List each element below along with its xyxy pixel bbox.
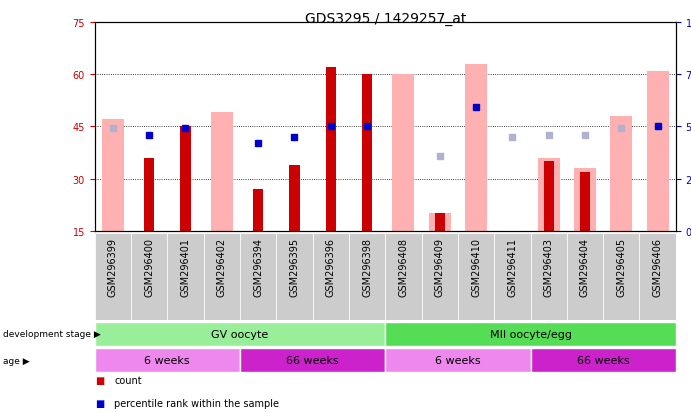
Bar <box>544 162 553 231</box>
Bar <box>95 233 131 320</box>
Bar <box>580 172 590 231</box>
Text: GSM296399: GSM296399 <box>108 238 118 297</box>
Bar <box>603 233 639 320</box>
Text: ■: ■ <box>95 375 104 385</box>
Bar <box>610 116 632 231</box>
Bar <box>386 233 422 320</box>
Bar <box>567 233 603 320</box>
Bar <box>422 233 458 320</box>
Text: GSM296398: GSM296398 <box>362 238 372 297</box>
Bar <box>639 233 676 320</box>
Text: development stage ▶: development stage ▶ <box>3 330 101 339</box>
Text: GSM296394: GSM296394 <box>253 238 263 297</box>
Bar <box>647 71 668 231</box>
Bar <box>180 127 191 231</box>
Bar <box>531 233 567 320</box>
Text: GSM296401: GSM296401 <box>180 238 191 297</box>
Bar <box>435 214 445 231</box>
Text: GSM296402: GSM296402 <box>217 238 227 297</box>
Bar <box>385 348 531 372</box>
Bar <box>95 322 385 346</box>
Bar <box>465 64 487 231</box>
Bar <box>429 214 451 231</box>
Bar <box>494 233 531 320</box>
Bar <box>131 233 167 320</box>
Bar <box>253 190 263 231</box>
Text: GSM296395: GSM296395 <box>290 238 299 297</box>
Bar <box>531 348 676 372</box>
Text: 66 weeks: 66 weeks <box>286 355 339 365</box>
Bar <box>144 158 154 231</box>
Text: GSM296403: GSM296403 <box>544 238 553 297</box>
Bar <box>325 68 336 231</box>
Bar <box>385 322 676 346</box>
Text: 66 weeks: 66 weeks <box>577 355 630 365</box>
Text: 6 weeks: 6 weeks <box>144 355 190 365</box>
Text: 6 weeks: 6 weeks <box>435 355 481 365</box>
Text: ■: ■ <box>95 398 104 408</box>
Text: GSM296409: GSM296409 <box>435 238 445 297</box>
Bar <box>240 348 385 372</box>
Bar <box>211 113 233 231</box>
Text: MII oocyte/egg: MII oocyte/egg <box>489 329 571 339</box>
Text: GSM296400: GSM296400 <box>144 238 154 297</box>
Text: GSM296396: GSM296396 <box>325 238 336 297</box>
Text: GSM296408: GSM296408 <box>399 238 408 297</box>
Text: GSM296405: GSM296405 <box>616 238 626 297</box>
Bar <box>276 233 312 320</box>
Bar <box>574 169 596 231</box>
Bar <box>102 120 124 231</box>
Bar <box>349 233 386 320</box>
Text: GSM296410: GSM296410 <box>471 238 481 297</box>
Bar <box>204 233 240 320</box>
Bar <box>458 233 494 320</box>
Bar <box>392 75 415 231</box>
Text: GV oocyte: GV oocyte <box>211 329 269 339</box>
Text: GSM296404: GSM296404 <box>580 238 590 297</box>
Text: GSM296406: GSM296406 <box>652 238 663 297</box>
Text: count: count <box>114 375 142 385</box>
Text: age ▶: age ▶ <box>3 356 30 365</box>
Text: percentile rank within the sample: percentile rank within the sample <box>114 398 279 408</box>
Text: GSM296411: GSM296411 <box>507 238 518 297</box>
Bar <box>167 233 204 320</box>
Bar <box>312 233 349 320</box>
Bar <box>362 75 372 231</box>
Bar <box>538 158 560 231</box>
Bar <box>95 348 240 372</box>
Bar <box>290 165 299 231</box>
Bar <box>240 233 276 320</box>
Text: GDS3295 / 1429257_at: GDS3295 / 1429257_at <box>305 12 466 26</box>
